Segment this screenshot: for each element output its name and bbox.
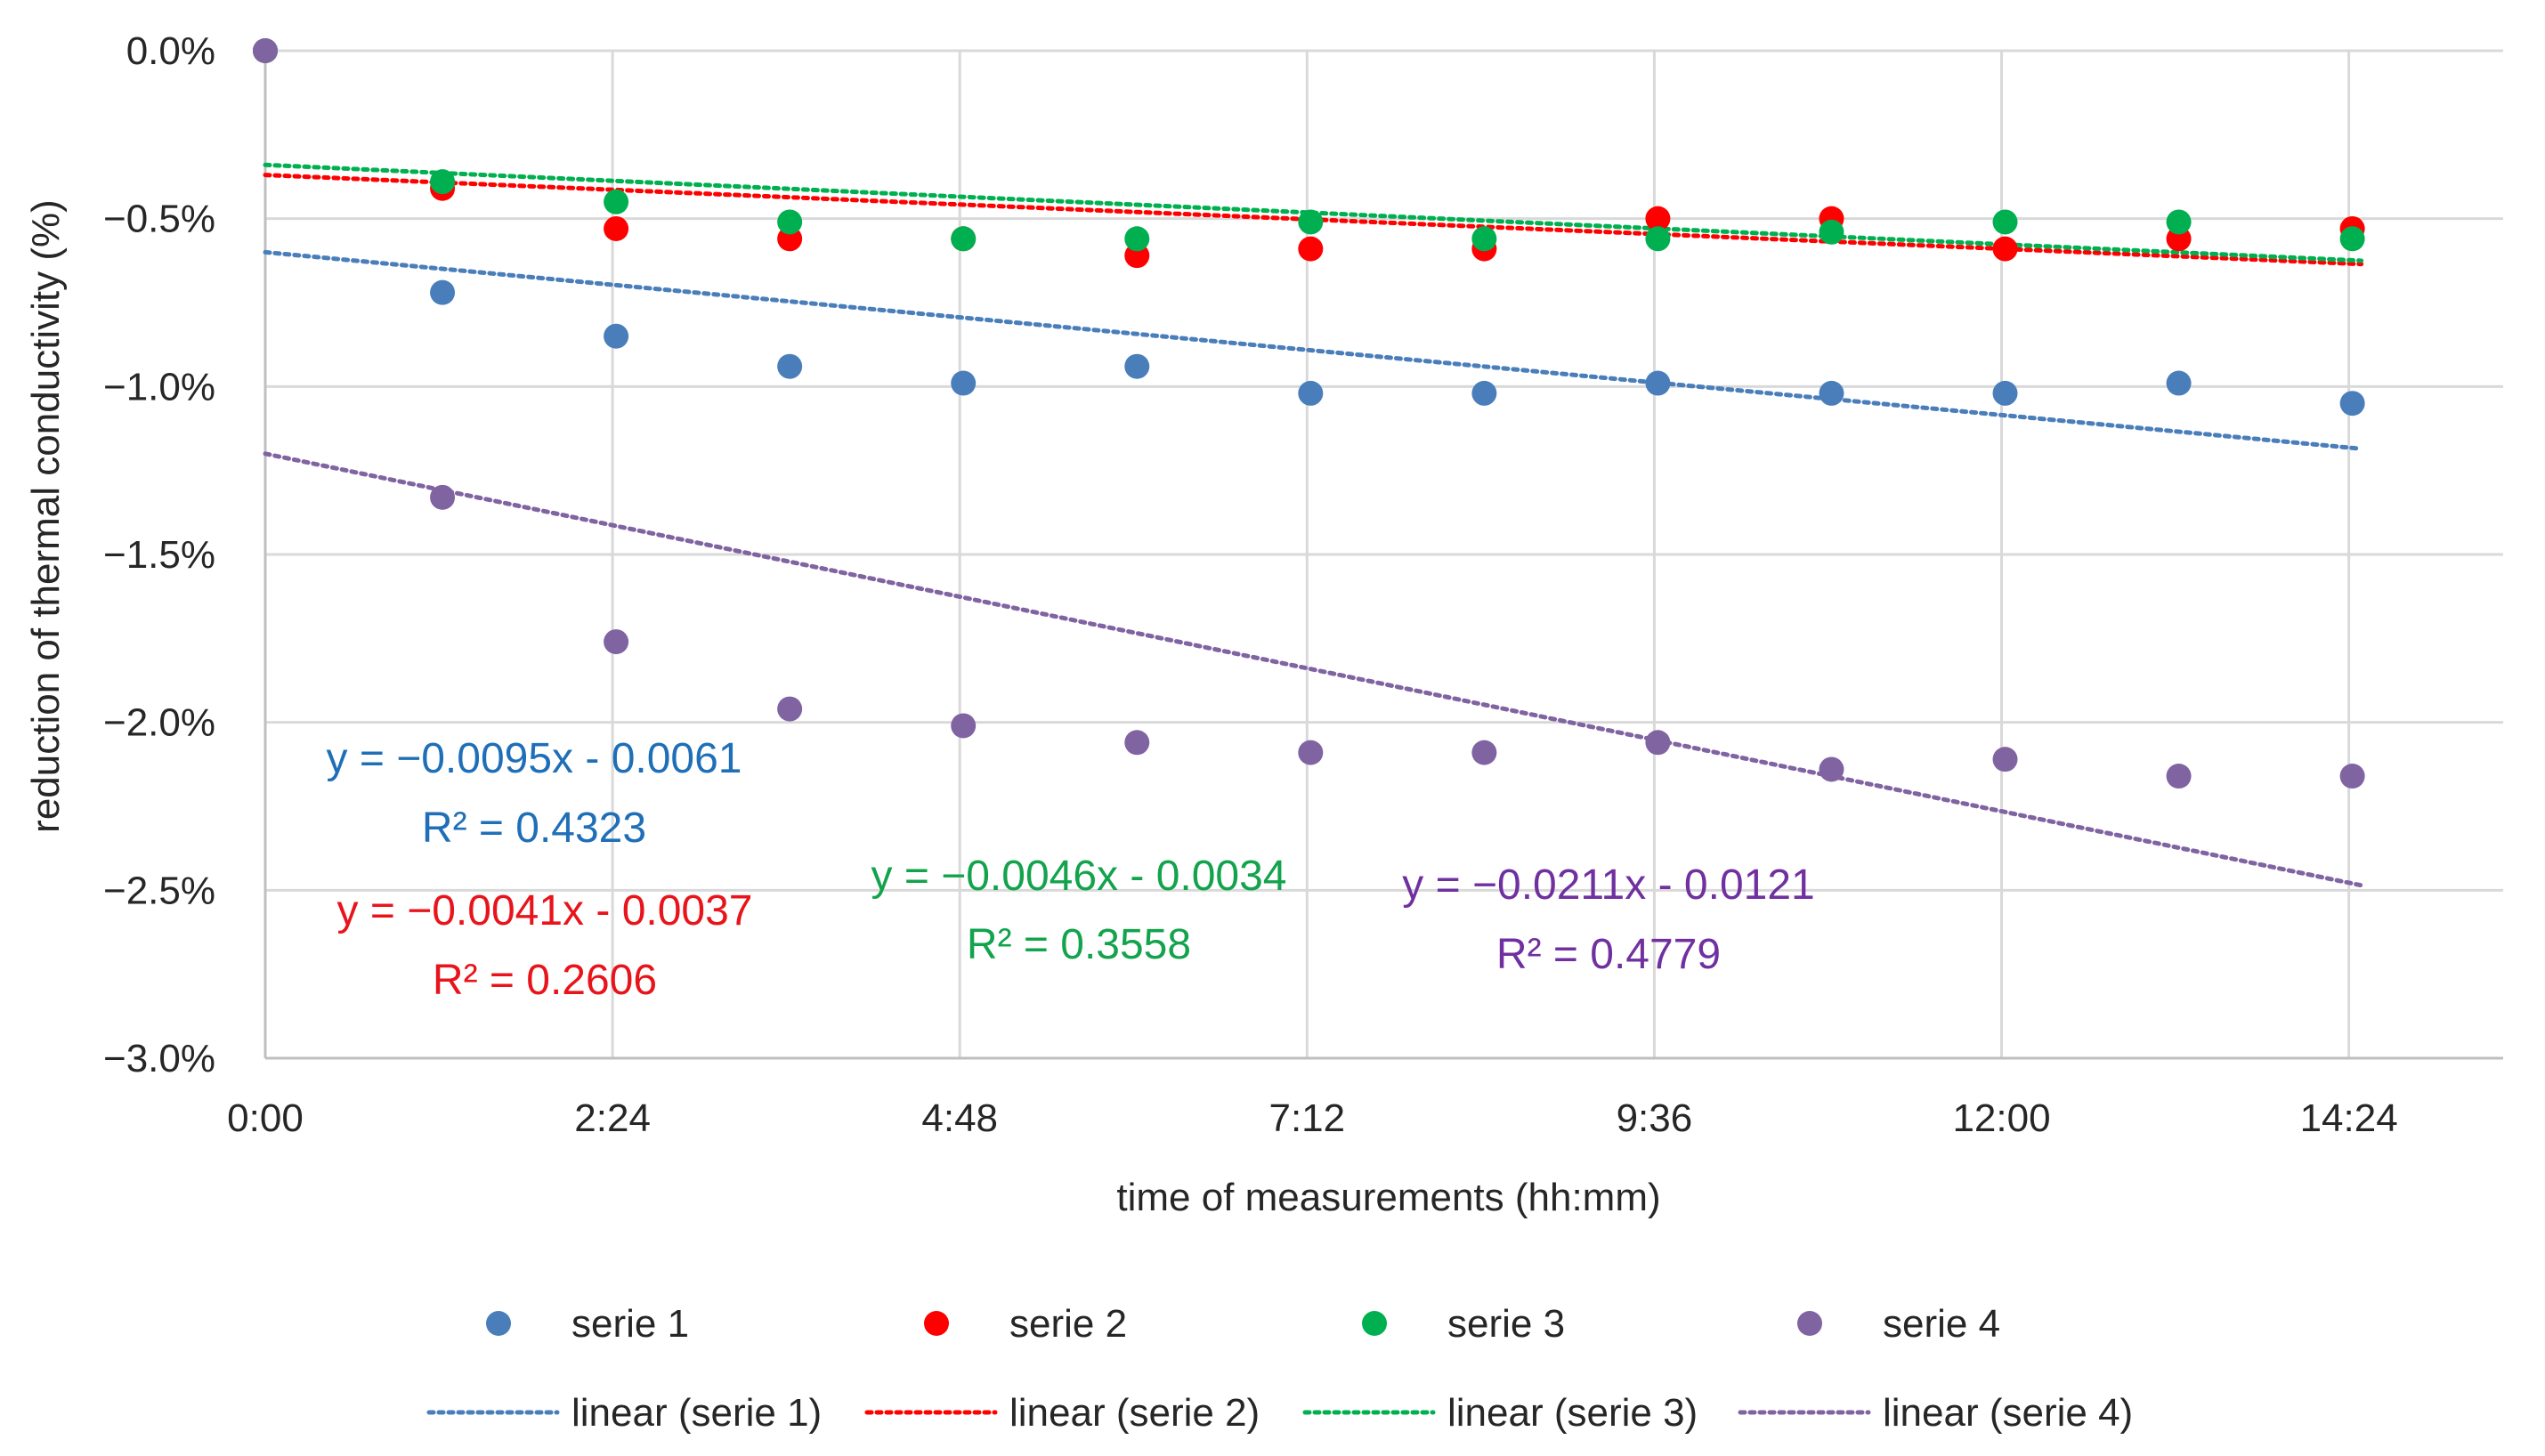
y-tick-label: −2.0%: [103, 701, 215, 745]
x-tick-label: 2:24: [574, 1096, 651, 1140]
legend-label-serie-4: serie 4: [1883, 1302, 2000, 1346]
y-tick-label: −1.0%: [103, 365, 215, 408]
data-point-serie-3: [1124, 226, 1150, 252]
data-point-serie-3: [777, 209, 803, 235]
data-point-serie-4: [1645, 730, 1671, 756]
y-axis-title: reduction of thermal conductivity (%): [24, 199, 68, 833]
trend-equation-serie-3: y = −0.0046x - 0.0034: [871, 853, 1286, 900]
data-point-serie-1: [1298, 380, 1324, 406]
x-tick-label: 0:00: [227, 1096, 304, 1140]
trendline-serie-4: [263, 451, 2364, 888]
data-point-serie-2: [1298, 236, 1324, 262]
data-point-serie-2: [604, 215, 629, 241]
data-point-serie-4: [2339, 764, 2365, 789]
legend: serie 1 linear (serie 1) serie 2 linear (se…: [426, 1302, 2133, 1435]
data-point-serie-1: [430, 279, 456, 305]
legend-marker-serie-1: [486, 1311, 511, 1336]
data-point-serie-4: [430, 484, 456, 510]
data-point-serie-3: [2166, 209, 2192, 235]
data-point-serie-4: [1819, 756, 1844, 782]
data-point-serie-3: [2339, 226, 2365, 252]
data-point-serie-4: [604, 629, 629, 655]
x-tick-label: 4:48: [921, 1096, 998, 1140]
legend-label-serie-3: serie 3: [1447, 1302, 1565, 1346]
legend-label-serie-1: serie 1: [571, 1302, 689, 1346]
data-point-serie-3: [951, 226, 977, 252]
x-tick-label: 7:12: [1268, 1096, 1345, 1140]
trendline-equations: y = −0.0095x - 0.0061 R² = 0.4323 y = −0.0…: [326, 735, 1814, 1004]
legend-label-serie-2: serie 2: [1009, 1302, 1127, 1346]
data-point-serie-1: [1471, 380, 1497, 406]
data-points: [253, 38, 2365, 789]
legend-trend-label-serie-3: linear (serie 3): [1447, 1391, 1698, 1435]
y-tick-label: −2.5%: [103, 869, 215, 912]
data-point-serie-1: [1819, 380, 1844, 406]
data-point-serie-1: [604, 323, 629, 349]
data-point-serie-1: [2166, 370, 2192, 396]
data-point-serie-1: [2339, 391, 2365, 417]
x-tick-label: 9:36: [1617, 1096, 1693, 1140]
data-point-serie-3: [604, 189, 629, 214]
y-tick-label: −3.0%: [103, 1037, 215, 1080]
legend-marker-serie-3: [1362, 1311, 1387, 1336]
data-point-serie-2: [1645, 206, 1671, 231]
legend-marker-serie-4: [1797, 1311, 1822, 1336]
data-point-serie-1: [777, 353, 803, 379]
legend-trend-label-serie-1: linear (serie 1): [571, 1391, 822, 1435]
trend-r2-serie-4: R² = 0.4779: [1496, 931, 1721, 978]
data-point-serie-4: [1471, 740, 1497, 765]
data-point-serie-4: [1992, 747, 2018, 772]
trend-r2-serie-2: R² = 0.2606: [433, 957, 657, 1004]
data-point-serie-4: [2166, 764, 2192, 789]
data-point-serie-3: [1819, 219, 1844, 245]
data-point-serie-4: [1124, 730, 1150, 756]
data-point-serie-3: [1471, 226, 1497, 252]
axes: 0.0% −0.5% −1.0% −1.5% −2.0% −2.5% −3.0% 0:00 2:…: [103, 29, 2503, 1140]
y-tick-label: −0.5%: [103, 198, 215, 241]
legend-trend-label-serie-4: linear (serie 4): [1883, 1391, 2133, 1435]
data-point-serie-3: [430, 169, 456, 195]
legend-marker-serie-2: [924, 1311, 949, 1336]
data-point-serie-4: [777, 696, 803, 722]
legend-trend-label-serie-2: linear (serie 2): [1009, 1391, 1260, 1435]
data-point-serie-3: [1645, 226, 1671, 252]
x-tick-label: 12:00: [1952, 1096, 2050, 1140]
data-point-serie-4: [253, 38, 278, 63]
trend-equation-serie-2: y = −0.0041x - 0.0037: [336, 887, 752, 934]
data-point-serie-3: [1298, 209, 1324, 235]
data-point-serie-1: [1124, 353, 1150, 379]
data-point-serie-2: [1992, 236, 2018, 262]
data-point-serie-1: [1645, 370, 1671, 396]
trend-equation-serie-4: y = −0.0211x - 0.0121: [1402, 861, 1814, 909]
x-axis-title: time of measurements (hh:mm): [1116, 1176, 1660, 1219]
data-point-serie-3: [1992, 209, 2018, 235]
trend-r2-serie-1: R² = 0.4323: [422, 805, 646, 852]
trend-equation-serie-1: y = −0.0095x - 0.0061: [326, 735, 742, 782]
y-tick-label: −1.5%: [103, 533, 215, 577]
data-point-serie-1: [1992, 380, 2018, 406]
y-tick-label: 0.0%: [126, 29, 215, 73]
data-point-serie-1: [951, 370, 977, 396]
x-tick-label: 14:24: [2300, 1096, 2398, 1140]
data-point-serie-4: [1298, 740, 1324, 765]
trend-r2-serie-3: R² = 0.3558: [967, 921, 1191, 968]
trendline-serie-1: [263, 249, 2364, 451]
data-point-serie-4: [951, 713, 977, 739]
